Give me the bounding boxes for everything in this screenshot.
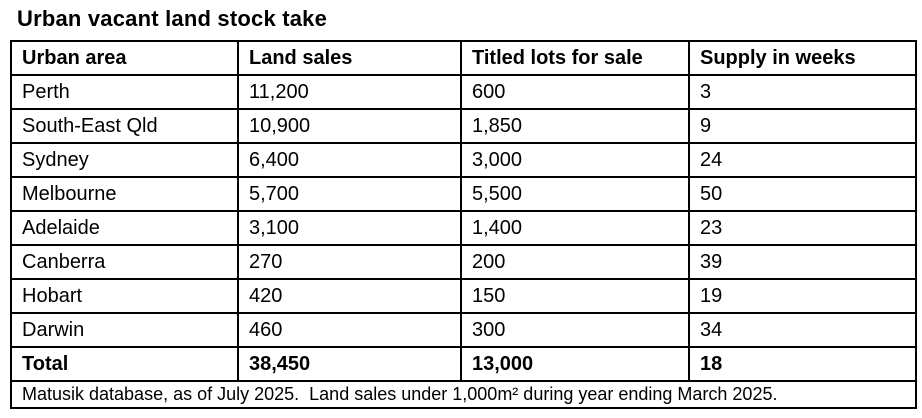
header-row: Urban area Land sales Titled lots for sa… — [10, 40, 917, 76]
titled-lots-cell: 300 — [460, 312, 690, 348]
supply-weeks-cell: 3 — [688, 74, 917, 110]
table-body: Perth 11,200 600 3 South-East Qld 10,900 1,850… — [10, 74, 917, 348]
titled-lots-cell: 3,000 — [460, 142, 690, 178]
total-label-cell: Total — [10, 346, 239, 382]
land-sales-cell: 10,900 — [237, 108, 462, 144]
column-header-land-sales: Land sales — [237, 40, 462, 76]
table-header: Urban area Land sales Titled lots for sa… — [10, 40, 917, 76]
total-row: Total 38,450 13,000 18 — [10, 346, 917, 382]
supply-weeks-cell: 9 — [688, 108, 917, 144]
titled-lots-cell: 5,500 — [460, 176, 690, 212]
land-sales-cell: 460 — [237, 312, 462, 348]
stock-take-table: Urban area Land sales Titled lots for sa… — [10, 40, 917, 409]
urban-area-cell: Darwin — [10, 312, 239, 348]
urban-area-cell: Perth — [10, 74, 239, 110]
table-row: Adelaide 3,100 1,400 23 — [10, 210, 917, 246]
table-row: Canberra 270 200 39 — [10, 244, 917, 280]
supply-weeks-cell: 50 — [688, 176, 917, 212]
source-footnote: Matusik database, as of July 2025. Land … — [10, 380, 917, 409]
column-header-urban-area: Urban area — [10, 40, 239, 76]
land-sales-cell: 270 — [237, 244, 462, 280]
titled-lots-cell: 1,850 — [460, 108, 690, 144]
land-sales-cell: 5,700 — [237, 176, 462, 212]
urban-area-cell: South-East Qld — [10, 108, 239, 144]
table-footer: Total 38,450 13,000 18 Matusik database,… — [10, 346, 917, 409]
titled-lots-cell: 600 — [460, 74, 690, 110]
footnote-row: Matusik database, as of July 2025. Land … — [10, 380, 917, 409]
land-sales-cell: 3,100 — [237, 210, 462, 246]
table-row: Darwin 460 300 34 — [10, 312, 917, 348]
titled-lots-cell: 200 — [460, 244, 690, 280]
total-supply-weeks-cell: 18 — [688, 346, 917, 382]
table-row: Sydney 6,400 3,000 24 — [10, 142, 917, 178]
urban-area-cell: Adelaide — [10, 210, 239, 246]
titled-lots-cell: 1,400 — [460, 210, 690, 246]
urban-area-cell: Melbourne — [10, 176, 239, 212]
supply-weeks-cell: 39 — [688, 244, 917, 280]
land-sales-cell: 6,400 — [237, 142, 462, 178]
column-header-titled-lots: Titled lots for sale — [460, 40, 690, 76]
page-title: Urban vacant land stock take — [17, 6, 328, 31]
land-sales-cell: 11,200 — [237, 74, 462, 110]
table-row: Melbourne 5,700 5,500 50 — [10, 176, 917, 212]
titled-lots-cell: 150 — [460, 278, 690, 314]
supply-weeks-cell: 19 — [688, 278, 917, 314]
table-row: Perth 11,200 600 3 — [10, 74, 917, 110]
urban-area-cell: Canberra — [10, 244, 239, 280]
supply-weeks-cell: 23 — [688, 210, 917, 246]
table-row: South-East Qld 10,900 1,850 9 — [10, 108, 917, 144]
supply-weeks-cell: 24 — [688, 142, 917, 178]
total-land-sales-cell: 38,450 — [237, 346, 462, 382]
urban-area-cell: Hobart — [10, 278, 239, 314]
total-titled-lots-cell: 13,000 — [460, 346, 690, 382]
supply-weeks-cell: 34 — [688, 312, 917, 348]
urban-area-cell: Sydney — [10, 142, 239, 178]
table-row: Hobart 420 150 19 — [10, 278, 917, 314]
land-sales-cell: 420 — [237, 278, 462, 314]
column-header-supply-weeks: Supply in weeks — [688, 40, 917, 76]
